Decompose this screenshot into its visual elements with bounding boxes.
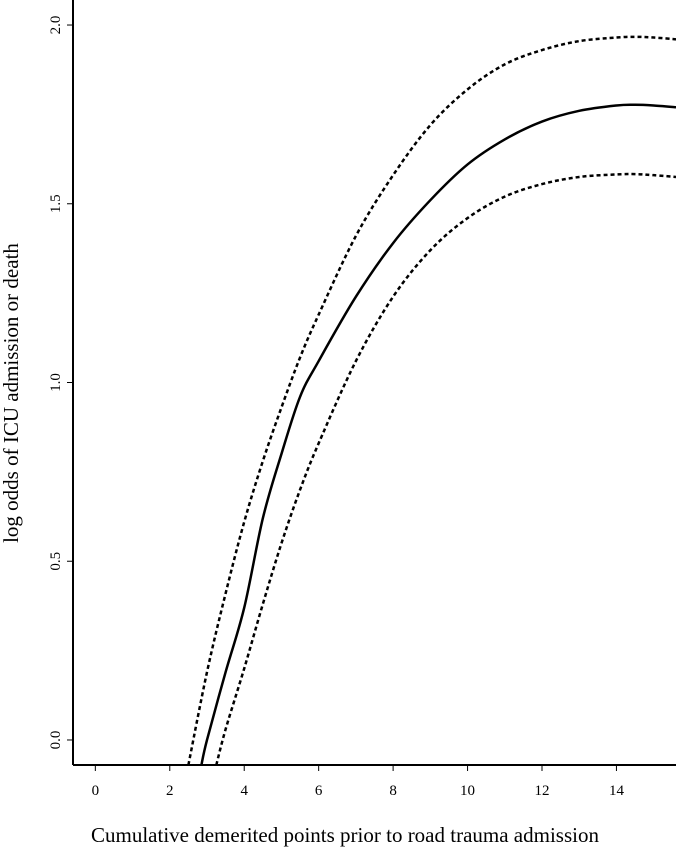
series-lines [187, 35, 676, 765]
upper-confidence-band-line [187, 35, 676, 765]
x-tick-label: 6 [315, 783, 323, 799]
x-axis-label: Cumulative demerited points prior to roa… [91, 823, 599, 847]
y-tick-label: 2.0 [48, 16, 64, 35]
y-axis: 0.0 0.5 1.0 1.5 2.0 [48, 0, 74, 765]
y-tick-label: 0.5 [48, 552, 64, 571]
x-tick-label: 12 [535, 783, 550, 799]
estimate-line [200, 103, 676, 765]
y-tick-label: 0.0 [48, 731, 64, 750]
x-tick-label: 10 [460, 783, 475, 799]
y-axis-label: log odds of ICU admission or death [0, 243, 23, 543]
x-tick-label: 2 [166, 783, 174, 799]
lower-confidence-band-line [215, 172, 676, 765]
y-tick-label: 1.5 [48, 194, 64, 213]
x-tick-label: 14 [609, 783, 625, 799]
x-tick-label: 0 [92, 783, 100, 799]
x-tick-label: 4 [240, 783, 248, 799]
x-axis: 0 2 4 6 8 10 12 14 [73, 764, 676, 799]
x-tick-label: 8 [389, 783, 397, 799]
y-tick-label: 1.0 [48, 373, 64, 392]
